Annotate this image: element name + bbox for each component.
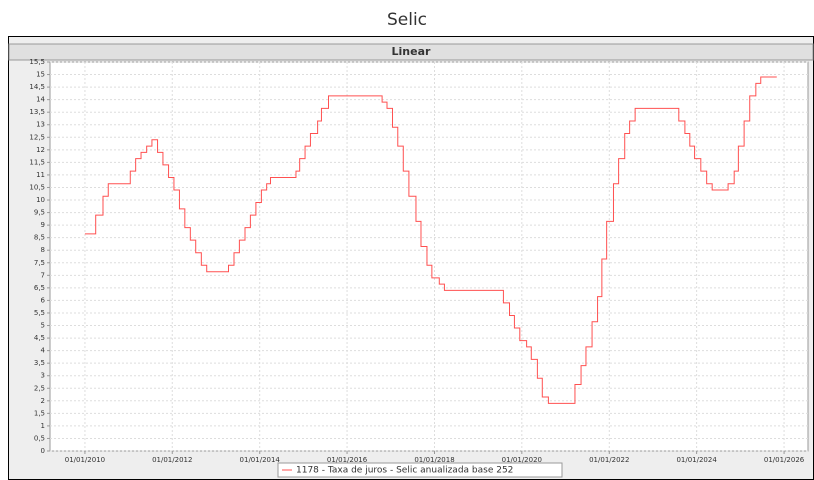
- y-tick-label: 1,5: [34, 409, 45, 417]
- x-tick-label: 01/01/2022: [589, 456, 629, 464]
- y-tick-label: 9: [41, 221, 45, 229]
- plot-area: [49, 61, 809, 452]
- x-tick-label: 01/01/2026: [764, 456, 805, 464]
- legend-box: [277, 462, 563, 478]
- y-tick-label: 6: [41, 296, 46, 304]
- x-tick-label: 01/01/2012: [152, 456, 192, 464]
- y-tick-label: 5: [41, 322, 45, 330]
- chart-subtitle: Linear: [392, 45, 431, 58]
- y-tick-label: 1: [41, 422, 45, 430]
- legend-label: 1178 - Taxa de juros - Selic anualizada …: [296, 466, 513, 476]
- y-tick-label: 7,5: [34, 259, 45, 267]
- y-tick-label: 13,5: [29, 108, 45, 116]
- y-tick-label: 12: [36, 146, 45, 154]
- y-tick-label: 5,5: [34, 309, 45, 317]
- y-tick-label: 15: [36, 71, 45, 79]
- y-tick-label: 14,5: [29, 83, 45, 91]
- x-tick-label: 01/01/2018: [414, 456, 454, 464]
- y-tick-label: 11,5: [29, 158, 45, 166]
- y-tick-label: 8: [41, 246, 45, 254]
- y-tick-label: 10: [36, 196, 45, 204]
- y-tick-label: 2: [41, 397, 45, 405]
- y-tick-label: 4: [41, 347, 46, 355]
- y-tick-label: 14: [36, 96, 45, 104]
- x-tick-label: 01/01/2020: [502, 456, 542, 464]
- y-tick-label: 3,5: [34, 359, 45, 367]
- header-bar: [8, 43, 814, 61]
- y-tick-label: 9,5: [34, 209, 45, 217]
- y-tick-label: 3: [41, 372, 45, 380]
- y-tick-label: 6,5: [34, 284, 45, 292]
- y-tick-label: 0: [41, 447, 45, 455]
- x-tick-label: 01/01/2010: [65, 456, 105, 464]
- x-tick-label: 01/01/2014: [240, 456, 281, 464]
- series-line: [84, 76, 777, 404]
- x-tick-label: 01/01/2024: [676, 456, 717, 464]
- y-tick-label: 13: [36, 121, 45, 129]
- y-tick-label: 11: [36, 171, 45, 179]
- y-tick-label: 12,5: [29, 133, 45, 141]
- y-tick-label: 8,5: [34, 234, 45, 242]
- y-tick-label: 7: [41, 271, 45, 279]
- y-tick-label: 15,5: [29, 58, 45, 66]
- chart-title: Selic: [387, 10, 427, 30]
- y-tick-label: 0,5: [34, 434, 45, 442]
- x-tick-label: 01/01/2016: [327, 456, 368, 464]
- y-tick-label: 2,5: [34, 384, 45, 392]
- y-tick-label: 10,5: [29, 183, 45, 191]
- y-tick-label: 4,5: [34, 334, 45, 342]
